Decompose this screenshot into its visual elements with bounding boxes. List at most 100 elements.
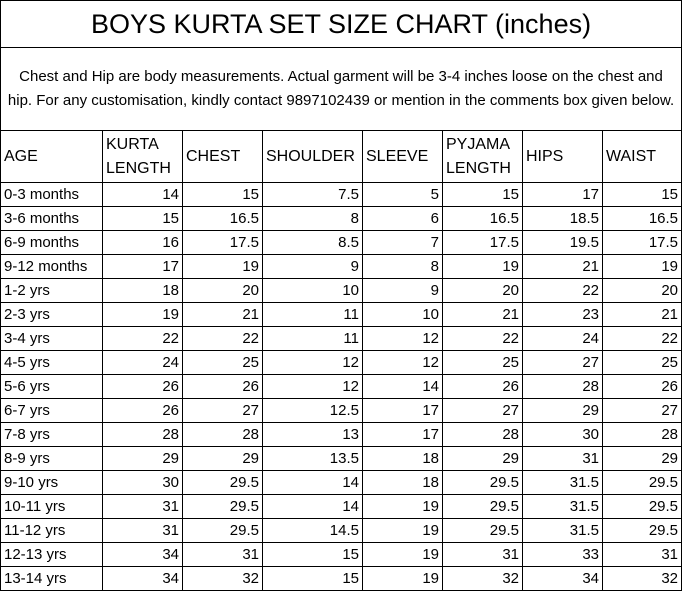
- value-cell: 17.5: [182, 230, 263, 255]
- value-cell: 14: [262, 470, 363, 495]
- value-cell: 28: [522, 374, 603, 399]
- value-cell: 10: [262, 278, 363, 303]
- value-cell: 34: [102, 542, 183, 567]
- age-cell: 11-12 yrs: [0, 518, 103, 543]
- value-cell: 14.5: [262, 518, 363, 543]
- value-cell: 31: [601, 542, 682, 567]
- value-cell: 16: [102, 230, 183, 255]
- value-cell: 17.5: [601, 230, 682, 255]
- value-cell: 12: [362, 326, 443, 351]
- value-cell: 32: [182, 566, 263, 591]
- value-cell: 25: [182, 350, 263, 375]
- data-row: 0-3 months 14 15 7.5 5 15 17 15: [0, 182, 682, 207]
- value-cell: 27: [182, 398, 263, 423]
- value-cell: 26: [102, 374, 183, 399]
- data-row: 9-12 months 17 19 9 8 19 21 19: [0, 254, 682, 279]
- value-cell: 22: [442, 326, 523, 351]
- value-cell: 29.5: [182, 494, 263, 519]
- data-row: 10-11 yrs 31 29.5 14 19 29.5 31.5 29.5: [0, 494, 682, 519]
- value-cell: 15: [262, 542, 363, 567]
- column-header: SHOULDER: [262, 130, 363, 183]
- value-cell: 29.5: [601, 518, 682, 543]
- value-cell: 27: [601, 398, 682, 423]
- value-cell: 5: [362, 182, 443, 207]
- value-cell: 27: [442, 398, 523, 423]
- value-cell: 29: [601, 446, 682, 471]
- value-cell: 25: [442, 350, 523, 375]
- value-cell: 16.5: [601, 206, 682, 231]
- value-cell: 16.5: [182, 206, 263, 231]
- value-cell: 31: [102, 518, 183, 543]
- value-cell: 21: [442, 302, 523, 327]
- value-cell: 19: [362, 566, 443, 591]
- data-row: 6-7 yrs 26 27 12.5 17 27 29 27: [0, 398, 682, 423]
- value-cell: 24: [102, 350, 183, 375]
- value-cell: 31: [102, 494, 183, 519]
- value-cell: 10: [362, 302, 443, 327]
- column-header: WAIST: [601, 130, 682, 183]
- value-cell: 18: [102, 278, 183, 303]
- age-cell: 1-2 yrs: [0, 278, 103, 303]
- value-cell: 19: [442, 254, 523, 279]
- value-cell: 19: [601, 254, 682, 279]
- value-cell: 19: [362, 494, 443, 519]
- age-cell: 9-10 yrs: [0, 470, 103, 495]
- value-cell: 11: [262, 326, 363, 351]
- column-header: SLEEVE: [362, 130, 443, 183]
- value-cell: 27: [522, 350, 603, 375]
- data-row: 2-3 yrs 19 21 11 10 21 23 21: [0, 302, 682, 327]
- value-cell: 17: [102, 254, 183, 279]
- value-cell: 29.5: [601, 494, 682, 519]
- note: Chest and Hip are body measurements. Act…: [0, 47, 682, 131]
- value-cell: 13: [262, 422, 363, 447]
- column-header: KURTA LENGTH: [102, 130, 183, 183]
- value-cell: 21: [182, 302, 263, 327]
- column-header: HIPS: [522, 130, 603, 183]
- value-cell: 29.5: [601, 470, 682, 495]
- value-cell: 28: [102, 422, 183, 447]
- value-cell: 9: [362, 278, 443, 303]
- data-row: 5-6 yrs 26 26 12 14 26 28 26: [0, 374, 682, 399]
- data-row: 8-9 yrs 29 29 13.5 18 29 31 29: [0, 446, 682, 471]
- value-cell: 26: [442, 374, 523, 399]
- age-cell: 2-3 yrs: [0, 302, 103, 327]
- data-row: 4-5 yrs 24 25 12 12 25 27 25: [0, 350, 682, 375]
- age-cell: 9-12 months: [0, 254, 103, 279]
- value-cell: 15: [262, 566, 363, 591]
- value-cell: 32: [601, 566, 682, 591]
- value-cell: 17: [362, 422, 443, 447]
- age-cell: 0-3 months: [0, 182, 103, 207]
- column-header: PYJAMA LENGTH: [442, 130, 523, 183]
- table-title: BOYS KURTA SET SIZE CHART (inches): [0, 0, 682, 48]
- value-cell: 29.5: [182, 470, 263, 495]
- value-cell: 19: [182, 254, 263, 279]
- age-cell: 8-9 yrs: [0, 446, 103, 471]
- age-cell: 12-13 yrs: [0, 542, 103, 567]
- value-cell: 29.5: [442, 518, 523, 543]
- value-cell: 20: [182, 278, 263, 303]
- value-cell: 25: [601, 350, 682, 375]
- value-cell: 17.5: [442, 230, 523, 255]
- value-cell: 15: [102, 206, 183, 231]
- value-cell: 7: [362, 230, 443, 255]
- value-cell: 33: [522, 542, 603, 567]
- column-header: CHEST: [182, 130, 263, 183]
- data-row: 3-6 months 15 16.5 8 6 16.5 18.5 16.5: [0, 206, 682, 231]
- data-row: 12-13 yrs 34 31 15 19 31 33 31: [0, 542, 682, 567]
- value-cell: 6: [362, 206, 443, 231]
- value-cell: 15: [442, 182, 523, 207]
- value-cell: 19.5: [522, 230, 603, 255]
- value-cell: 22: [522, 278, 603, 303]
- value-cell: 26: [601, 374, 682, 399]
- value-cell: 29: [442, 446, 523, 471]
- value-cell: 29: [522, 398, 603, 423]
- data-row: 11-12 yrs 31 29.5 14.5 19 29.5 31.5 29.5: [0, 518, 682, 543]
- value-cell: 18: [362, 446, 443, 471]
- value-cell: 17: [522, 182, 603, 207]
- value-cell: 31: [522, 446, 603, 471]
- value-cell: 12.5: [262, 398, 363, 423]
- value-cell: 12: [362, 350, 443, 375]
- value-cell: 15: [182, 182, 263, 207]
- age-cell: 3-4 yrs: [0, 326, 103, 351]
